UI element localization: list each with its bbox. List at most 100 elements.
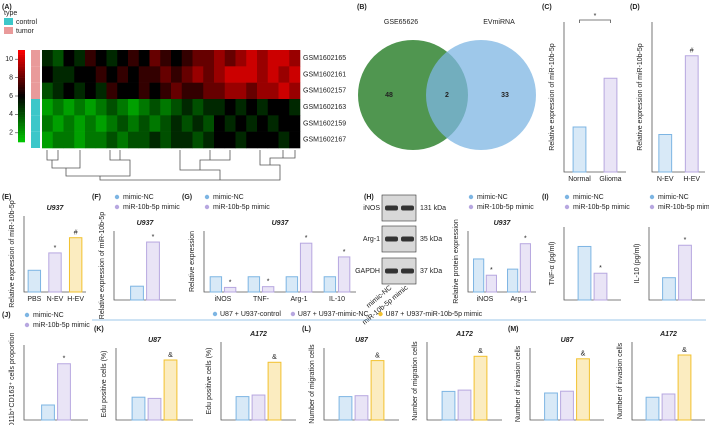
- colorbar-step: [18, 137, 25, 140]
- heat-cell: [128, 82, 140, 100]
- bar: [323, 276, 337, 293]
- kda-label: 35 kDa: [420, 236, 442, 243]
- bar: [370, 360, 385, 421]
- bar: [560, 390, 574, 421]
- heat-cell: [278, 115, 290, 132]
- heat-cell: [257, 66, 269, 83]
- panel-label: (J): [2, 312, 11, 319]
- legend-marker: [564, 194, 570, 200]
- heat-cell: [267, 115, 279, 132]
- heat-cell: [74, 66, 86, 83]
- legend-label: mimic-NC: [123, 194, 154, 201]
- y-axis-label: Relative expression: [189, 231, 196, 292]
- legend-marker: [24, 322, 30, 328]
- colorbar-step: [18, 93, 25, 97]
- bar: [223, 286, 237, 293]
- x-tick-label: Arg-1: [510, 296, 527, 303]
- significance: *: [599, 265, 602, 272]
- bar: [457, 389, 472, 421]
- bar: [261, 286, 275, 293]
- bar: [684, 55, 699, 173]
- heat-cell: [128, 131, 140, 149]
- heat-cell: [95, 66, 107, 83]
- overlap-count: 2: [445, 92, 449, 99]
- blot-band: [401, 236, 414, 242]
- legend-label: miR-10b-5p mimic: [123, 204, 180, 211]
- kda-label: 131 kDa: [420, 205, 446, 212]
- group-cell: [31, 131, 40, 148]
- heat-cell: [160, 115, 172, 132]
- legend-marker: [649, 204, 655, 210]
- bar: [68, 237, 83, 293]
- heat-cell: [74, 99, 86, 116]
- heat-cell: [160, 82, 172, 100]
- legend-label: control: [16, 19, 37, 26]
- colorbar-label: 6: [9, 93, 13, 100]
- heat-cell: [246, 50, 258, 67]
- colorbar-step: [18, 98, 25, 101]
- row-label: GSM1602167: [303, 137, 346, 144]
- heat-cell: [52, 66, 64, 83]
- legend-label: tumor: [16, 28, 35, 35]
- y-axis-label: Number of migration cells: [309, 344, 316, 424]
- heat-cell: [214, 50, 226, 67]
- heat-cell: [289, 99, 301, 116]
- heat-cell: [149, 131, 161, 149]
- heat-cell: [74, 115, 86, 132]
- axis: [563, 227, 621, 301]
- heat-cell: [192, 66, 204, 83]
- heat-cell: [257, 115, 269, 132]
- legend-marker: [468, 194, 474, 200]
- heat-cell: [278, 131, 290, 149]
- heat-cell: [257, 131, 269, 149]
- significance: &: [478, 348, 483, 355]
- row-label: GSM1602165: [303, 55, 346, 62]
- heat-cell: [224, 99, 236, 116]
- significance: *: [63, 356, 66, 363]
- panel-label: (B): [357, 4, 367, 11]
- heat-cell: [52, 115, 64, 132]
- legend-marker: [114, 194, 120, 200]
- legend-swatch: [4, 18, 13, 25]
- bar: [337, 256, 351, 293]
- set-count: 33: [501, 92, 509, 99]
- heat-cell: [267, 66, 279, 83]
- heat-cell: [224, 115, 236, 132]
- heat-cell: [160, 50, 172, 67]
- heat-cell: [95, 115, 107, 132]
- set-name: GSE65626: [384, 19, 418, 26]
- heat-cell: [117, 50, 129, 67]
- heat-cell: [138, 66, 150, 83]
- panel-label: (D): [630, 4, 640, 11]
- bar: [485, 274, 497, 293]
- colorbar-step: [18, 79, 25, 83]
- x-tick-label: Normal: [568, 176, 591, 183]
- x-tick-label: N-EV: [47, 296, 64, 303]
- heat-cell: [289, 50, 301, 67]
- heat-cell: [246, 99, 258, 116]
- heat-cell: [149, 50, 161, 67]
- bar: [27, 269, 42, 293]
- colorbar-step: [18, 61, 25, 65]
- heat-cell: [149, 66, 161, 83]
- colorbar-step: [18, 116, 25, 120]
- heat-cell: [95, 50, 107, 67]
- heat-cell: [42, 66, 54, 83]
- legend-label: U87 + U937-miR-10b-5p mimic: [386, 311, 483, 318]
- significance: *: [152, 234, 155, 241]
- venn-set: [426, 40, 536, 150]
- row-label: GSM1602157: [303, 88, 346, 95]
- bar: [299, 242, 313, 293]
- significance: *: [684, 237, 687, 244]
- bar: [267, 361, 282, 421]
- colorbar-step: [18, 84, 25, 88]
- blot-band: [385, 236, 398, 242]
- colorbar-step: [18, 75, 25, 78]
- colorbar-step: [18, 54, 25, 58]
- heat-cell: [203, 82, 215, 100]
- heat-cell: [214, 131, 226, 149]
- significance: #: [690, 48, 694, 55]
- set-name: EVmiRNA: [483, 19, 515, 26]
